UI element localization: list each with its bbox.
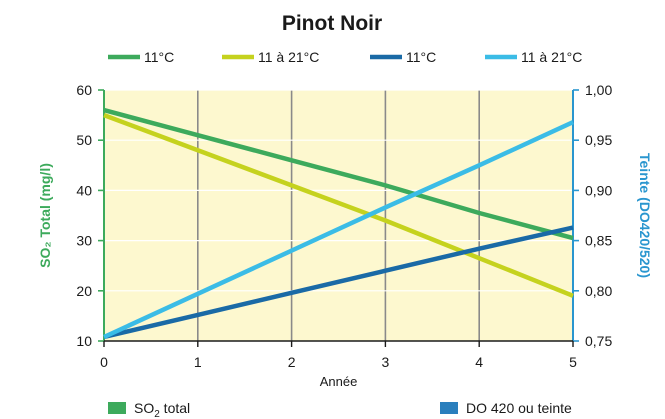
left-tick-label: 40	[76, 182, 92, 198]
bottom-legend-swatch	[108, 402, 126, 414]
right-axis-ticks: 0,75 0,80 0,85 0,90 0,95 1,00	[573, 82, 612, 349]
series-layer	[103, 107, 574, 340]
top-legend: 11°C 11 à 21°C 11°C 11 à 21°C	[108, 49, 582, 65]
right-tick-label: 0,85	[585, 233, 612, 249]
left-tick-label: 10	[76, 333, 92, 349]
bottom-legend-swatch	[440, 402, 458, 414]
series-line-2	[103, 112, 574, 298]
legend-label: 11 à 21°C	[258, 49, 319, 65]
right-axis-label: Teinte (DO420/520)	[637, 153, 653, 278]
vertical-gridlines	[104, 89, 573, 341]
right-tick-label: 0,90	[585, 182, 612, 198]
legend-label: 11°C	[144, 49, 174, 65]
x-tick-label: 0	[100, 354, 108, 370]
series-line-4	[103, 120, 574, 340]
left-tick-label: 60	[76, 82, 92, 98]
left-axis-label: SO₂ Total (mg/l)	[37, 163, 53, 268]
chart-title: Pinot Noir	[282, 12, 382, 35]
right-tick-label: 0,95	[585, 132, 612, 148]
x-tick-label: 4	[475, 354, 483, 370]
bottom-legend-label: SO2 total	[134, 400, 190, 419]
left-tick-label: 50	[76, 132, 92, 148]
x-tick-label: 1	[194, 354, 202, 370]
right-tick-label: 1,00	[585, 82, 612, 98]
bottom-legend-label: DO 420 ou teinte	[466, 400, 572, 416]
x-axis-label: Année	[320, 374, 358, 389]
right-tick-label: 0,75	[585, 333, 612, 349]
legend-label: 11 à 21°C	[521, 49, 582, 65]
x-tick-label: 2	[288, 354, 296, 370]
series-line-1	[103, 107, 574, 241]
series-line-3	[103, 225, 574, 340]
bottom-legend: SO2 total DO 420 ou teinte	[108, 400, 572, 419]
left-axis-ticks: 10 20 30 40 50 60	[76, 82, 104, 349]
right-tick-label: 0,80	[585, 283, 612, 299]
x-axis-ticks: 0 1 2 3 4 5	[100, 341, 577, 370]
legend-label: 11°C	[406, 49, 436, 65]
left-tick-label: 30	[76, 233, 92, 249]
x-tick-label: 3	[382, 354, 390, 370]
x-tick-label: 5	[569, 354, 577, 370]
left-tick-label: 20	[76, 283, 92, 299]
axes	[103, 90, 574, 342]
